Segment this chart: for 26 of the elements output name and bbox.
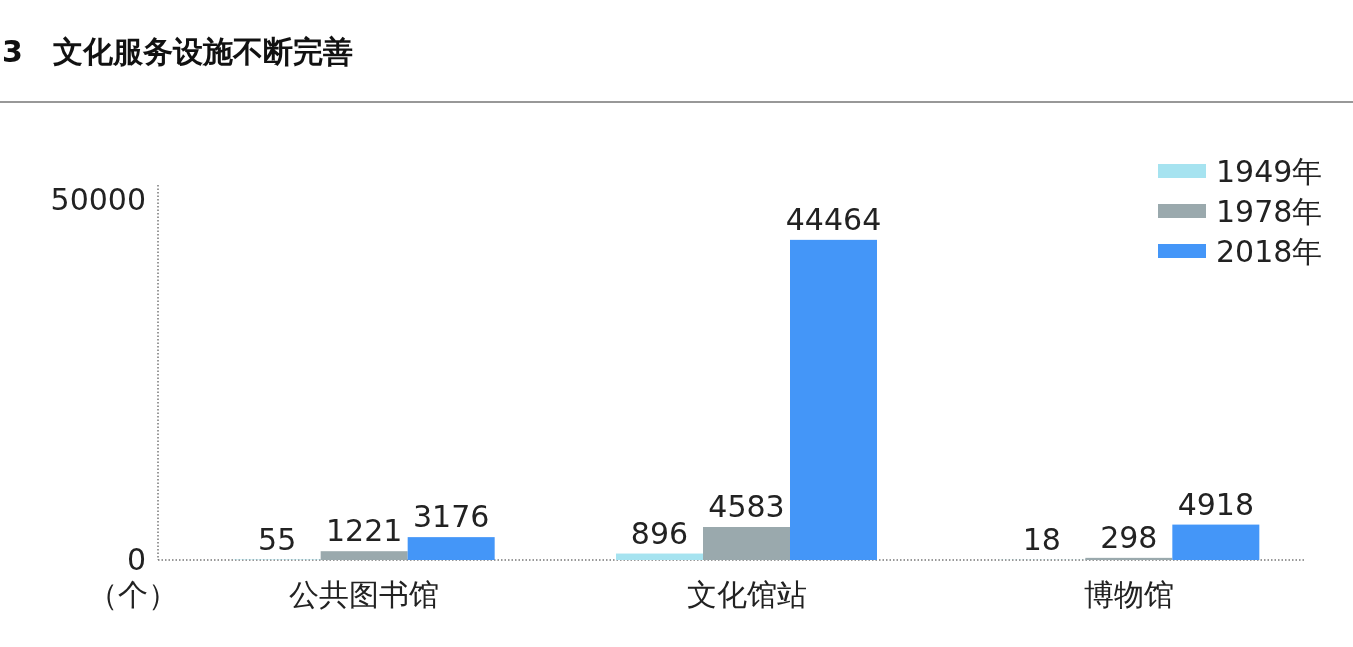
x-tick-label: 博物馆	[1083, 577, 1174, 612]
bar	[790, 239, 877, 560]
data-label: 4918	[1177, 486, 1255, 522]
data-label: 55	[258, 521, 297, 557]
y-tick-label: 50000	[50, 182, 146, 217]
data-label: 3176	[412, 499, 490, 535]
bar	[407, 537, 495, 560]
data-label: 1221	[325, 513, 403, 549]
bar	[616, 553, 703, 560]
y-axis-title: （个）	[88, 577, 178, 612]
x-tick-label: 公共图书馆	[289, 577, 440, 612]
y-tick-label: 0	[126, 542, 146, 577]
legend-label: 1949年	[1216, 154, 1323, 189]
data-label: 44464	[785, 201, 882, 237]
chart-title: 3 文化服务设施不断完善	[2, 34, 353, 69]
data-label: 896	[630, 515, 689, 551]
bar	[320, 551, 408, 560]
bar	[1172, 524, 1260, 560]
data-label: 18	[1022, 521, 1061, 557]
bar	[703, 527, 790, 560]
data-label: 298	[1100, 519, 1158, 555]
bar	[1085, 557, 1173, 560]
data-label: 4583	[708, 489, 785, 524]
legend-label: 2018年	[1216, 234, 1323, 269]
x-tick-label: 文化馆站	[686, 577, 807, 612]
legend-label: 1978年	[1216, 194, 1323, 229]
